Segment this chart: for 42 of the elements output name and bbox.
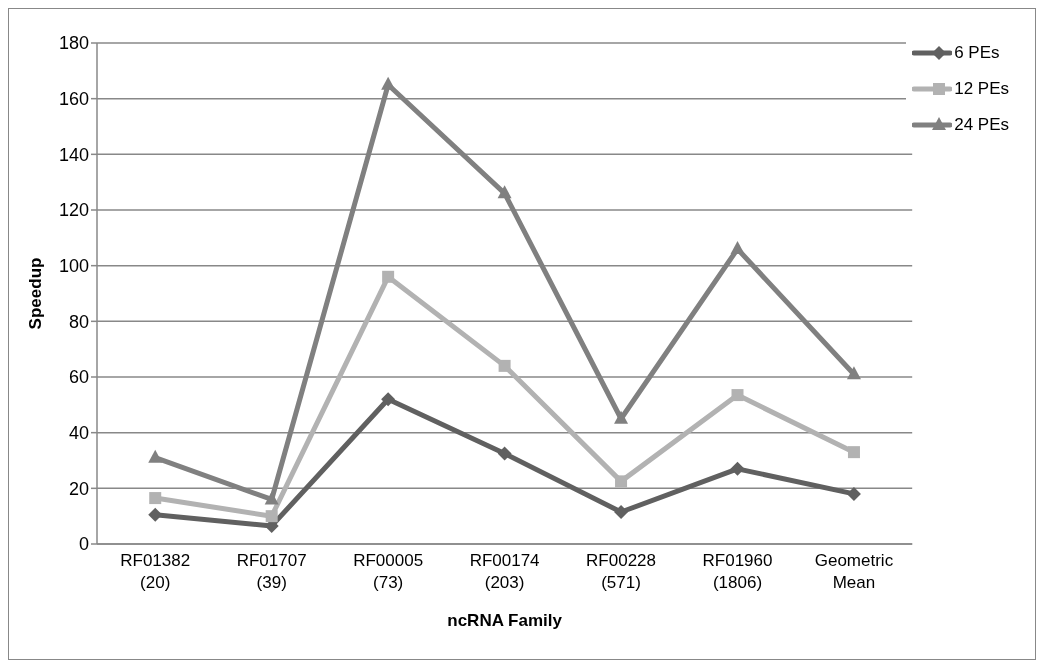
point xyxy=(149,492,162,505)
point xyxy=(264,491,279,505)
legend-label: 24 PEs xyxy=(954,115,1009,135)
point xyxy=(615,475,628,488)
x-axis-title: ncRNA Family xyxy=(447,611,563,630)
point xyxy=(846,366,861,380)
point xyxy=(847,446,860,459)
point xyxy=(148,507,163,522)
y-tick-label: 40 xyxy=(68,423,89,444)
y-tick-label: 180 xyxy=(58,33,89,54)
y-tick-label: 100 xyxy=(58,256,89,277)
x-tick-label: RF01707 (39) xyxy=(236,551,307,592)
point xyxy=(497,446,512,461)
y-tick-label: 0 xyxy=(78,534,89,555)
point xyxy=(381,76,396,90)
x-tick-label: Geometric Mean xyxy=(814,551,894,592)
y-axis-title: Speedup xyxy=(26,257,46,330)
y-tick-label: 140 xyxy=(58,144,89,165)
point xyxy=(498,359,511,372)
point xyxy=(614,410,629,424)
y-tick-label: 60 xyxy=(68,367,89,388)
y-tick-label: 20 xyxy=(68,478,89,499)
point xyxy=(846,486,861,501)
y-tick-label: 160 xyxy=(58,89,89,110)
x-tick-label: RF01382 (20) xyxy=(120,551,191,592)
y-tick-label: 80 xyxy=(68,311,89,332)
point xyxy=(614,504,629,519)
x-tick-label: RF00174 (203) xyxy=(469,551,540,592)
y-tick-label: 120 xyxy=(58,200,89,221)
point xyxy=(730,240,745,254)
x-tick-label: RF00005 (73) xyxy=(353,551,424,592)
x-tick-label: RF00228 (571) xyxy=(586,551,657,592)
point xyxy=(497,185,512,199)
point xyxy=(382,270,395,283)
point xyxy=(148,449,163,463)
point xyxy=(731,389,744,402)
point xyxy=(730,461,745,476)
x-tick-label: RF01960 (1806) xyxy=(702,551,773,592)
legend-label: 6 PEs xyxy=(954,43,1000,63)
point xyxy=(381,392,396,407)
point xyxy=(265,510,278,523)
legend-label: 12 PEs xyxy=(954,79,1009,99)
